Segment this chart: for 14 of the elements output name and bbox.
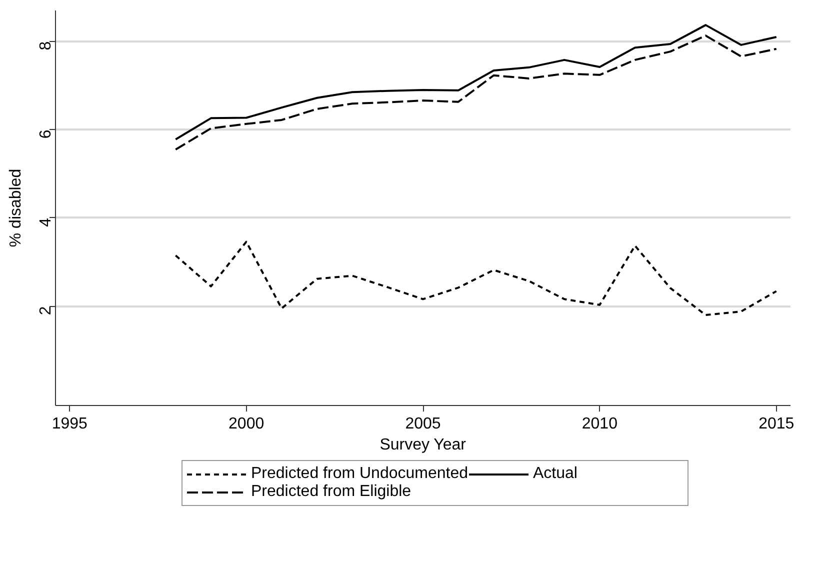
x-tick-label: 2005 bbox=[405, 416, 441, 432]
y-tick-label: 4 bbox=[38, 218, 54, 227]
y-tick-label: 2 bbox=[38, 306, 54, 316]
legend-label: Predicted from Eligible bbox=[251, 483, 412, 501]
x-tick-label: 2000 bbox=[228, 416, 264, 432]
y-axis-title: % disabled bbox=[8, 168, 24, 248]
x-tick-label: 2015 bbox=[758, 416, 794, 432]
x-axis-title: Survey Year bbox=[380, 436, 467, 454]
x-tick-label: 1995 bbox=[52, 416, 88, 432]
legend-label: Predicted from Undocumented bbox=[251, 465, 468, 483]
y-tick-label: 6 bbox=[38, 130, 54, 139]
y-tick-label: 8 bbox=[38, 41, 54, 50]
x-tick-label: 2010 bbox=[582, 416, 618, 432]
legend-label: Actual bbox=[533, 465, 578, 483]
